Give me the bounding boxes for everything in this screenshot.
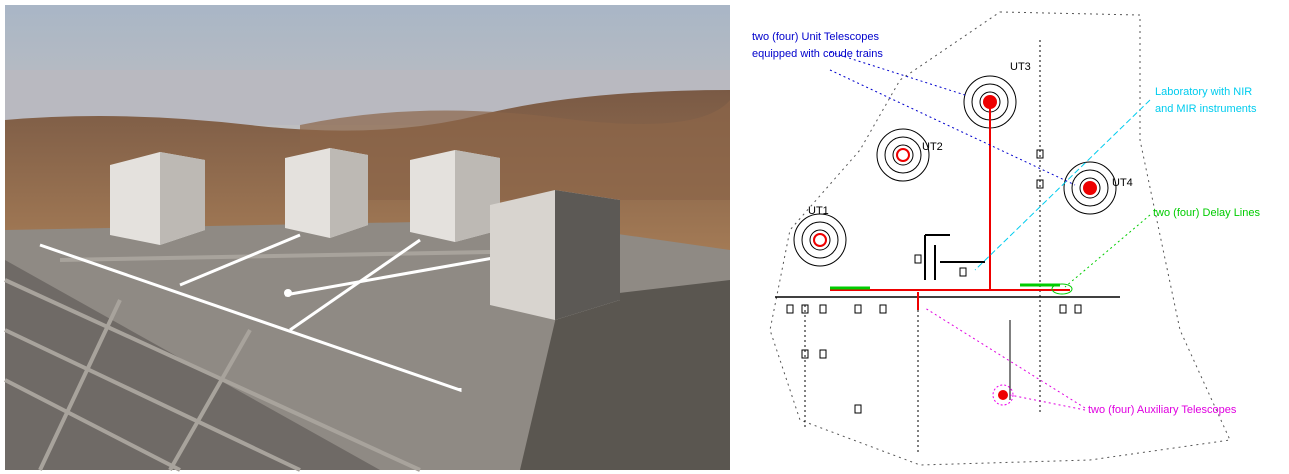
annotation: Laboratory with NIR [1155,86,1252,98]
annotation: two (four) Auxiliary Telescopes [1088,404,1237,416]
laboratory [925,235,985,280]
photo [5,5,730,470]
coude-focus [1083,181,1097,195]
annotation: two (four) Delay Lines [1153,207,1260,219]
stations [787,150,1081,413]
telescope-label: UT1 [808,205,829,217]
annotation: two (four) Unit Telescopes [752,31,879,43]
laser-point [284,289,292,297]
coude-focus [814,234,826,246]
pointer [1065,215,1150,287]
delay-lines [830,285,1060,288]
coude-focus [897,149,909,161]
diagram: two (four) Unit Telescopes equipped with… [752,12,1260,465]
beam-paths [830,102,1070,310]
telescope-label: UT2 [922,141,943,153]
auxiliary-telescope [998,390,1008,400]
unit-telescopes [794,76,1116,266]
telescope-label: UT4 [1112,177,1133,189]
annotation: equipped with coude trains [752,48,883,60]
annotation: and MIR instruments [1155,103,1257,115]
telescope-label: UT3 [1010,61,1031,73]
pointer [830,52,1075,185]
page: two (four) Unit Telescopes equipped with… [0,0,1289,474]
